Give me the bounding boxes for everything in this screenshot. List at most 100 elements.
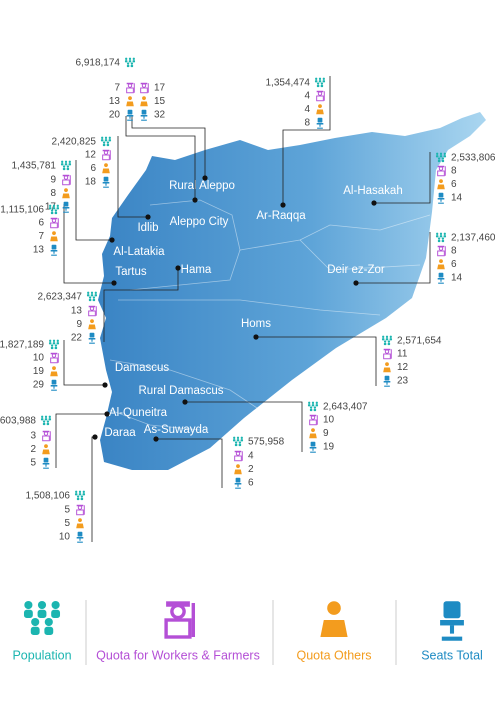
icon-part xyxy=(51,600,60,610)
icon-part xyxy=(44,626,54,635)
icon-part xyxy=(92,298,96,302)
icon-part xyxy=(76,495,80,498)
icon-part xyxy=(92,296,96,299)
icon-part xyxy=(80,497,84,501)
icon-quota-others xyxy=(309,428,317,439)
icon-part xyxy=(104,163,108,168)
icon-quota-workers xyxy=(383,348,392,360)
leader-line xyxy=(125,116,196,200)
icon-part xyxy=(322,77,325,80)
icon-part xyxy=(384,349,390,354)
icon-seats xyxy=(50,244,58,256)
icon-part xyxy=(37,609,47,618)
icon-quota-others xyxy=(320,601,348,637)
value-quota-others: 15 xyxy=(154,96,166,107)
icon-part xyxy=(68,163,72,166)
icon-seats xyxy=(126,109,134,121)
icon-part xyxy=(90,319,94,324)
icon-part xyxy=(50,346,54,350)
value-quota-workers: 5 xyxy=(64,505,70,516)
leader-line xyxy=(55,413,107,468)
icon-part xyxy=(101,136,104,139)
leader-line xyxy=(63,204,114,284)
leader-line xyxy=(256,336,377,386)
icon-part xyxy=(75,490,78,493)
region-label: Rural Damascus xyxy=(139,385,224,397)
icon-part xyxy=(385,362,389,367)
icon-part xyxy=(315,401,318,404)
icon-part xyxy=(102,168,110,174)
icon-quota-workers xyxy=(164,601,196,639)
icon-part xyxy=(44,444,48,449)
leader-line xyxy=(103,268,179,342)
icon-part xyxy=(74,493,78,496)
value-quota-others: 2 xyxy=(248,464,254,475)
icon-part xyxy=(77,505,83,510)
icon-quota-workers xyxy=(62,174,71,186)
icon-seats xyxy=(316,117,324,129)
icon-part xyxy=(89,332,95,338)
icon-part xyxy=(140,115,148,117)
icon-part xyxy=(51,218,57,223)
icon-part xyxy=(24,600,33,610)
icon-quota-others xyxy=(102,163,110,174)
icon-population xyxy=(40,415,52,426)
icon-seats xyxy=(437,272,445,284)
icon-seats xyxy=(42,457,50,469)
icon-part xyxy=(51,609,61,618)
icon-part xyxy=(315,77,318,80)
icon-part xyxy=(80,495,84,498)
icon-part xyxy=(317,117,323,123)
value-population: 1,508,106 xyxy=(26,491,71,502)
icon-part xyxy=(438,246,444,251)
icon-part xyxy=(46,420,50,423)
region-dot xyxy=(92,434,98,440)
value-population: 1,827,189 xyxy=(0,340,44,351)
value-seats: 23 xyxy=(397,376,409,387)
icon-part xyxy=(127,116,133,121)
leader-line xyxy=(63,340,105,386)
icon-part xyxy=(64,160,68,163)
region-label: Homs xyxy=(241,318,271,330)
icon-part xyxy=(61,160,64,163)
icon-part xyxy=(235,477,241,483)
icon-part xyxy=(66,165,70,168)
region-dot xyxy=(175,265,181,271)
value-quota-workers: 4 xyxy=(248,451,254,462)
value-population: 1,354,474 xyxy=(266,78,311,89)
leader-line xyxy=(282,76,331,205)
icon-part xyxy=(31,617,40,627)
region-label: Ar-Raqqa xyxy=(256,210,306,222)
icon-part xyxy=(437,159,441,163)
icon-quota-workers xyxy=(234,450,243,462)
value-population: 575,958 xyxy=(248,437,285,448)
icon-part xyxy=(63,208,69,213)
icon-seats xyxy=(309,441,317,453)
icon-part xyxy=(108,139,112,142)
icon-part xyxy=(126,115,134,117)
icon-part xyxy=(327,601,341,615)
icon-quota-others xyxy=(62,188,70,199)
icon-part xyxy=(234,483,242,485)
icon-part xyxy=(52,366,56,371)
icon-part xyxy=(441,237,445,240)
icon-part xyxy=(104,139,108,142)
icon-part xyxy=(78,490,82,493)
value-population: 2,420,825 xyxy=(52,137,97,148)
icon-part xyxy=(68,160,71,163)
icon-part xyxy=(56,207,60,210)
icon-part xyxy=(56,204,59,207)
value-quota-others: 13 xyxy=(109,96,121,107)
value-population: 2,643,407 xyxy=(323,402,368,413)
icon-part xyxy=(232,439,236,442)
icon-part xyxy=(54,209,58,212)
icon-quota-workers xyxy=(42,430,51,442)
icon-part xyxy=(314,80,318,83)
icon-part xyxy=(127,109,133,115)
region-dot xyxy=(153,436,159,442)
icon-part xyxy=(385,335,389,338)
value-seats: 18 xyxy=(85,177,97,188)
icon-part xyxy=(51,379,57,385)
icon-part xyxy=(76,497,80,501)
icon-seats xyxy=(88,332,96,344)
